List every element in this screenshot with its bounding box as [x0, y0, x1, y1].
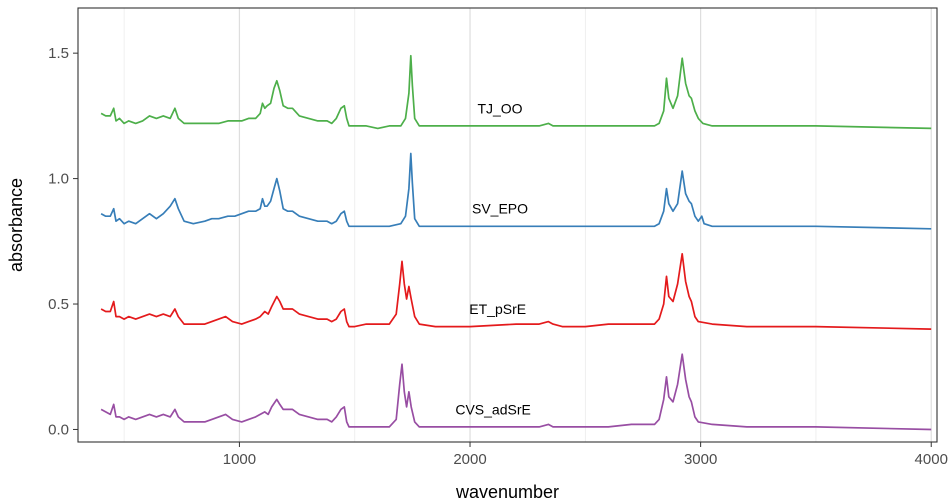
series-line [100, 252, 932, 330]
series-layer [100, 54, 932, 431]
y-tick-label: 0.0 [48, 421, 69, 438]
series-line [100, 353, 932, 431]
minor-gridlines [123, 8, 817, 442]
plot-panel-border [77, 7, 938, 443]
series-line [100, 54, 932, 130]
y-tick-label: 1.5 [48, 45, 69, 62]
major-gridlines [238, 8, 932, 442]
x-tick-label: 4000 [915, 451, 948, 468]
series-label: ET_pSrE [469, 301, 526, 317]
x-axis: 1000 2000 3000 4000 [223, 442, 948, 468]
x-tick-label: 1000 [223, 451, 256, 468]
series-label: TJ_OO [477, 100, 522, 116]
series-label: CVS_adSrE [455, 401, 530, 417]
x-axis-title: wavenumber [455, 482, 559, 502]
series-label: SV_EPO [472, 201, 528, 217]
series-labels: TJ_OO SV_EPO ET_pSrE CVS_adSrE [455, 100, 530, 417]
x-tick-label: 3000 [684, 451, 717, 468]
x-tick-label: 2000 [453, 451, 486, 468]
y-tick-label: 1.0 [48, 171, 69, 188]
y-tick-label: 0.5 [48, 296, 69, 313]
series-line [100, 152, 932, 230]
y-axis: 0.0 0.5 1.0 1.5 [48, 45, 78, 438]
y-axis-title: absorbance [6, 178, 26, 272]
